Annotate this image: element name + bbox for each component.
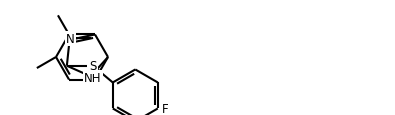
Text: NH: NH bbox=[84, 72, 102, 85]
Text: F: F bbox=[162, 102, 168, 115]
Text: N: N bbox=[66, 33, 75, 46]
Text: S: S bbox=[89, 60, 96, 73]
